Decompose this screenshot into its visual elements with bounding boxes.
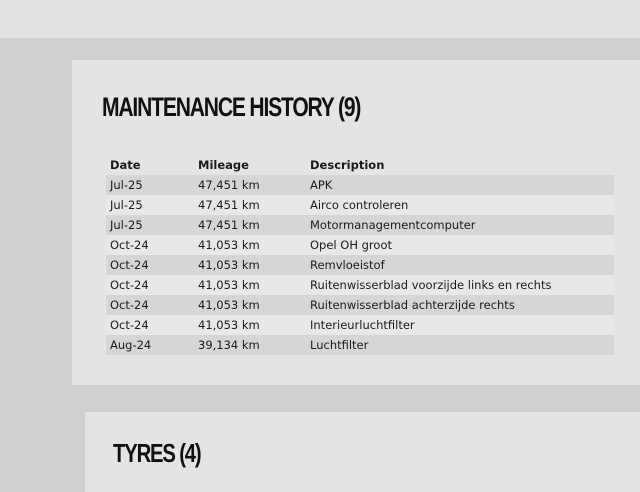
cell-date: Aug-24 [106, 335, 194, 355]
cell-date: Oct-24 [106, 275, 194, 295]
cell-date: Jul-25 [106, 215, 194, 235]
table-row: Oct-24 41,053 km Ruitenwisserblad achterzi… [106, 295, 614, 315]
cell-mileage: 41,053 km [194, 275, 306, 295]
cell-description: Remvloeistof [306, 255, 614, 275]
cell-description: Airco controleren [306, 195, 614, 215]
column-header-mileage: Mileage [198, 158, 249, 172]
cell-date: Jul-25 [106, 195, 194, 215]
table-row: Oct-24 41,053 km Interieurluchtfilter [106, 315, 614, 335]
table-row: Oct-24 41,053 km Opel OH groot [106, 235, 614, 255]
maintenance-history-section: MAINTENANCE HISTORY (9) Date Mileage Des… [72, 60, 640, 385]
cell-mileage: 47,451 km [194, 175, 306, 195]
cell-mileage: 47,451 km [194, 215, 306, 235]
cell-mileage: 41,053 km [194, 315, 306, 335]
cell-mileage: 41,053 km [194, 235, 306, 255]
top-band [0, 0, 640, 38]
cell-description: Interieurluchtfilter [306, 315, 614, 335]
table-row: Oct-24 41,053 km Remvloeistof [106, 255, 614, 275]
table-row: Oct-24 41,053 km Ruitenwisserblad voorzijd… [106, 275, 614, 295]
table-row: Aug-24 39,134 km Luchtfilter [106, 335, 614, 355]
column-header-description: Description [310, 158, 385, 172]
section-title: MAINTENANCE HISTORY (9) [102, 92, 361, 122]
table-row: Jul-25 47,451 km Motormanagementcomputer [106, 215, 614, 235]
cell-date: Oct-24 [106, 315, 194, 335]
column-header-date: Date [110, 158, 141, 172]
cell-description: APK [306, 175, 614, 195]
cell-description: Motormanagementcomputer [306, 215, 614, 235]
cell-description: Luchtfilter [306, 335, 614, 355]
table-row: Jul-25 47,451 km APK [106, 175, 614, 195]
cell-mileage: 41,053 km [194, 295, 306, 315]
cell-date: Oct-24 [106, 235, 194, 255]
cell-description: Opel OH groot [306, 235, 614, 255]
tyres-section: TYRES (4) [85, 412, 640, 492]
cell-mileage: 41,053 km [194, 255, 306, 275]
cell-date: Oct-24 [106, 255, 194, 275]
cell-mileage: 39,134 km [194, 335, 306, 355]
maintenance-table: Date Mileage Description Jul-25 47,451 km… [106, 155, 614, 355]
cell-date: Jul-25 [106, 175, 194, 195]
table-header: Date Mileage Description [106, 155, 614, 175]
cell-description: Ruitenwisserblad achterzijde rechts [306, 295, 614, 315]
section-title: TYRES (4) [113, 438, 202, 468]
table-row: Jul-25 47,451 km Airco controleren [106, 195, 614, 215]
cell-description: Ruitenwisserblad voorzijde links en rech… [306, 275, 614, 295]
cell-date: Oct-24 [106, 295, 194, 315]
cell-mileage: 47,451 km [194, 195, 306, 215]
